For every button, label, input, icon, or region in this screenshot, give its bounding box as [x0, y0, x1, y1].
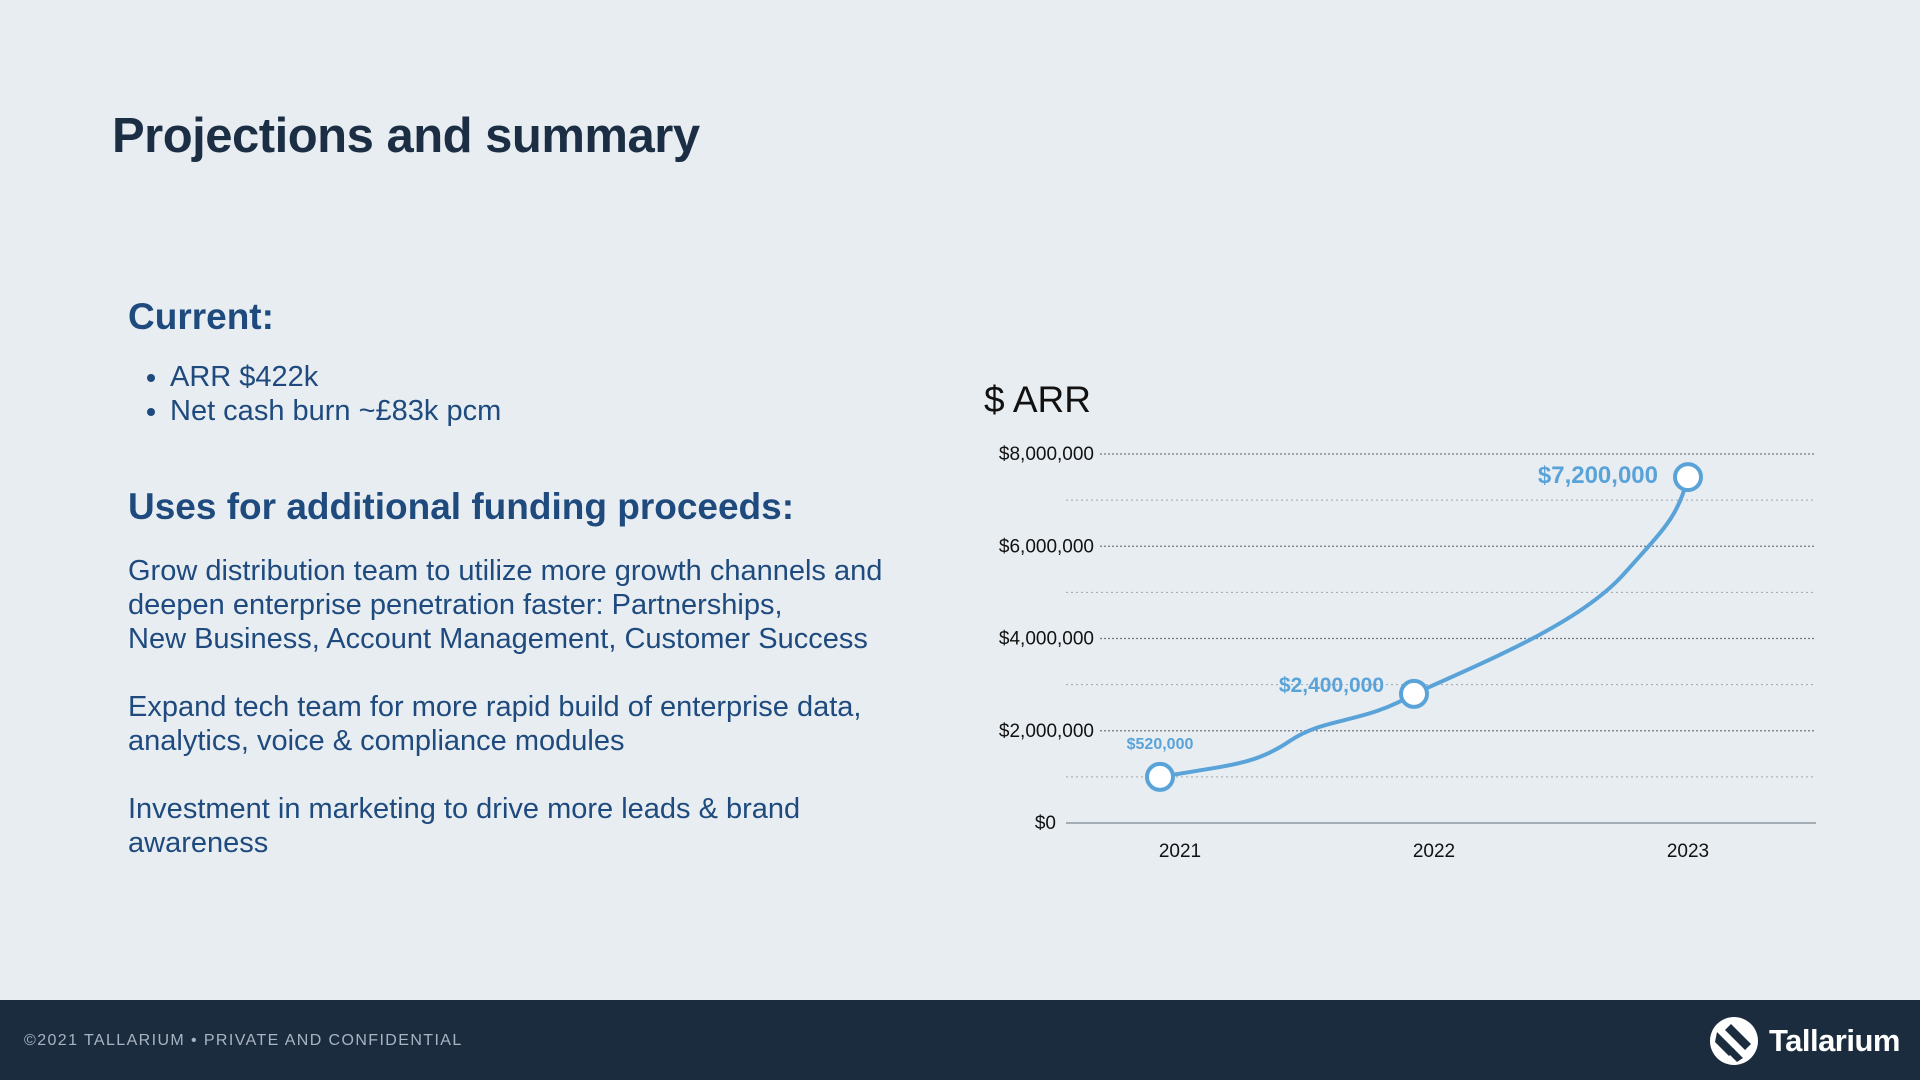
footer-bar: ©2021 TALLARIUM • PRIVATE AND CONFIDENTI… — [0, 1000, 1920, 1080]
data-label: $2,400,000 — [1279, 674, 1384, 697]
y-tick-label: $6,000,000 — [999, 536, 1094, 557]
chart-grid — [1066, 453, 1816, 824]
data-label: $7,200,000 — [1538, 462, 1658, 489]
series-line — [1159, 476, 1690, 779]
tallarium-logo-icon — [1709, 1017, 1758, 1065]
x-tick-label: 2021 — [1159, 841, 1201, 862]
x-tick-label: 2023 — [1667, 841, 1709, 862]
chart-title: $ ARR — [984, 379, 1091, 420]
x-tick-label: 2022 — [1413, 841, 1455, 862]
uses-heading: Uses for additional funding proceeds: — [128, 486, 795, 527]
current-item-arr: ARR $422k — [170, 360, 928, 394]
brand-logo: Tallarium — [1709, 1016, 1901, 1066]
arr-line-chart: $ ARR $0 $2,000,000 $4,000,000 $6,000,000 $8… — [984, 379, 1816, 862]
current-heading: Current: — [128, 296, 274, 337]
slide-title: Projections and summary — [112, 109, 700, 163]
current-item-burn: Net cash burn ~£83k pcm — [170, 394, 928, 428]
y-axis-ticks: $0 $2,000,000 $4,000,000 $6,000,000 $8,000,0… — [999, 444, 1094, 834]
data-point — [1673, 462, 1703, 493]
data-label: $520,000 — [1127, 736, 1194, 753]
summary-panel: Current: ARR $422k Net cash burn ~£83k p… — [128, 296, 928, 860]
y-tick-label: $4,000,000 — [999, 629, 1094, 650]
confidentiality-notice: ©2021 TALLARIUM • PRIVATE AND CONFIDENTI… — [24, 1032, 463, 1049]
y-tick-label: $8,000,000 — [999, 444, 1094, 465]
data-labels: $520,000 $2,400,000 $7,200,000 — [1127, 462, 1658, 753]
y-tick-label: $2,000,000 — [999, 721, 1094, 742]
uses-paragraph-tech: Expand tech team for more rapid build of… — [128, 691, 862, 757]
data-point — [1145, 761, 1175, 792]
uses-paragraph-distribution: Grow distribution team to utilize more g… — [128, 555, 883, 655]
y-tick-label: $0 — [1035, 813, 1056, 834]
uses-paragraph-marketing: Investment in marketing to drive more le… — [128, 793, 801, 859]
data-points — [1145, 462, 1703, 792]
brand-name: Tallarium — [1768, 1023, 1901, 1058]
data-point — [1399, 678, 1429, 709]
x-axis-ticks: 2021 2022 2023 — [1159, 841, 1709, 862]
current-list: ARR $422k Net cash burn ~£83k pcm — [128, 360, 928, 428]
